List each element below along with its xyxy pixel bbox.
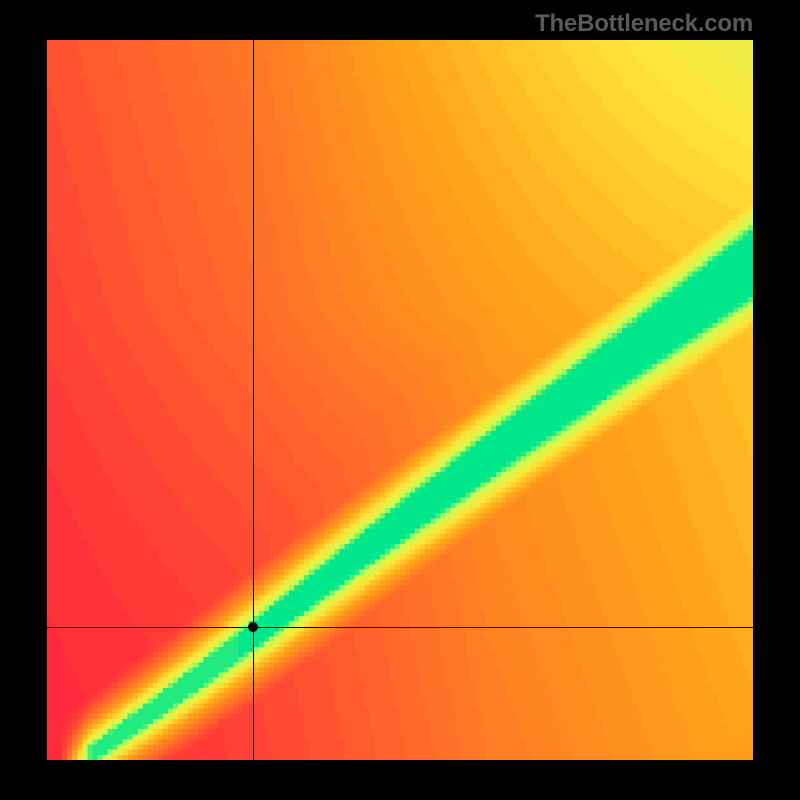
watermark-text: TheBottleneck.com bbox=[535, 10, 753, 38]
crosshair-vertical bbox=[253, 40, 254, 760]
heatmap-canvas bbox=[47, 40, 753, 760]
chart-container: TheBottleneck.com bbox=[0, 0, 800, 800]
crosshair-horizontal bbox=[47, 627, 753, 628]
data-point-marker bbox=[248, 622, 258, 632]
